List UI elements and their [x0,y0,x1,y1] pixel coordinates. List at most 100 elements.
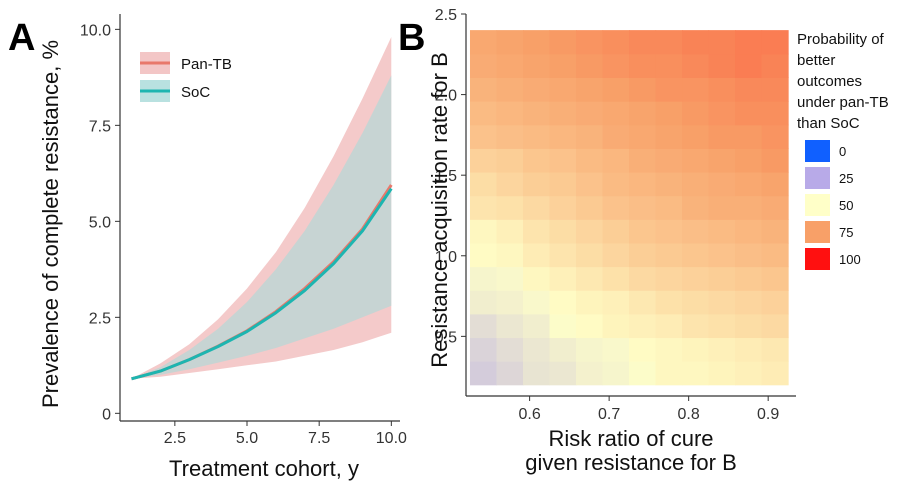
heatmap-cell [761,30,789,55]
legend-title-line: outcomes [797,73,862,90]
legend-color-swatch [805,194,830,216]
heatmap-cell [549,171,577,197]
pb-x-tick-label: 0.9 [757,406,779,423]
heatmap-cell [735,53,763,78]
heatmap-cell [576,53,604,78]
heatmap-cell [761,290,789,315]
heatmap-cell [576,337,604,362]
heatmap-cell [602,148,630,173]
panel-label-a: A [8,17,35,59]
heatmap-cell [629,30,657,55]
heatmap-cell [522,77,551,102]
heatmap-cell [469,30,498,55]
heatmap-cell [522,290,551,315]
heatmap-cell [682,124,710,149]
pa-x-tick-label: 5.0 [236,430,258,447]
heatmap-cell [708,195,736,220]
heatmap-cell [576,77,604,102]
heatmap-cell [655,101,683,126]
heatmap-cell [682,53,710,78]
panel-label-b: B [398,17,425,59]
legend-color-swatch [805,248,830,270]
heatmap-cell [549,337,577,362]
heatmap-cell [735,77,763,102]
heatmap-cell [735,313,763,339]
heatmap-cell [682,313,710,339]
heatmap-cell [682,171,710,197]
heatmap-cell [629,124,657,149]
heatmap-cell [629,266,657,291]
heatmap-cell [469,171,498,197]
heatmap-cell [735,148,763,173]
heatmap-cell [576,30,604,55]
heatmap-cell [496,30,524,55]
heatmap-cell [522,361,551,386]
heatmap-cell [522,171,551,197]
pb-x-tick-label: 0.6 [518,406,540,423]
pb-y-tick-label: 2.5 [435,7,457,24]
heatmap-cell [735,337,763,362]
band-soc [131,75,392,379]
heatmap-cell [735,361,763,386]
heatmap-cell [708,77,736,102]
heatmap-cell [549,30,577,55]
heatmap-cell [708,171,736,197]
heatmap-cell [576,290,604,315]
pa-x-ticks: 2.5 5.0 7.5 10.0 [164,421,407,447]
heatmap-cell [761,101,789,126]
heatmap-cell [469,337,498,362]
heatmap-cell [682,30,710,55]
panel-a-line-chart: 0 2.5 5.0 7.5 10.0 2.5 5.0 7.5 10.0 Prevalence … [38,14,407,481]
heatmap-cell [469,101,498,126]
heatmap-cell [761,148,789,173]
heatmap-cell [602,77,630,102]
pb-y-tick-label: 2.0 [435,88,457,105]
legend-label: Pan-TB [181,56,232,73]
heatmap-cell [708,266,736,291]
heatmap-cell [682,195,710,220]
heatmap-cell [549,53,577,78]
heatmap-cell [576,101,604,126]
heatmap-cell [602,337,630,362]
heatmap-cell [655,337,683,362]
heatmap-cell [682,337,710,362]
heatmap-cell [655,148,683,173]
heatmap-cell [735,266,763,291]
heatmap-cell [629,361,657,386]
heatmap-cell [576,171,604,197]
heatmap-cell [469,361,498,386]
legend-title-line: under pan-TB [797,94,889,111]
heatmap-cell [629,313,657,339]
heatmap-cell [629,242,657,268]
heatmap-cell [602,30,630,55]
heatmap-cell [682,77,710,102]
heatmap-cell [735,30,763,55]
heatmap-cell [761,266,789,291]
heatmap-cell [655,290,683,315]
heatmap-cell [735,195,763,220]
heatmap-cell [496,313,524,339]
heatmap-cell [708,101,736,126]
heatmap-cell [496,195,524,220]
legend-title-line: Probability of [797,31,885,48]
heatmap-cell [761,242,789,268]
heatmap-cell [708,124,736,149]
pa-y-tick-label: 0 [102,406,111,423]
heatmap-cell [761,361,789,386]
heatmap-cell [655,53,683,78]
heatmap-cell [735,242,763,268]
heatmap-cell [469,219,498,244]
heatmap-cell [549,77,577,102]
heatmap-cell [629,171,657,197]
heatmap-cell [549,361,577,386]
pa-y-tick-label: 2.5 [89,310,111,327]
heatmap-cell [761,219,789,244]
heatmap-cell [761,171,789,197]
heatmap-cell [682,219,710,244]
legend-label: SoC [181,84,210,101]
pa-legend: Pan-TB SoC [140,52,232,102]
heatmap-cell [549,313,577,339]
heatmap-cell [549,124,577,149]
legend-color-swatch [805,167,830,189]
